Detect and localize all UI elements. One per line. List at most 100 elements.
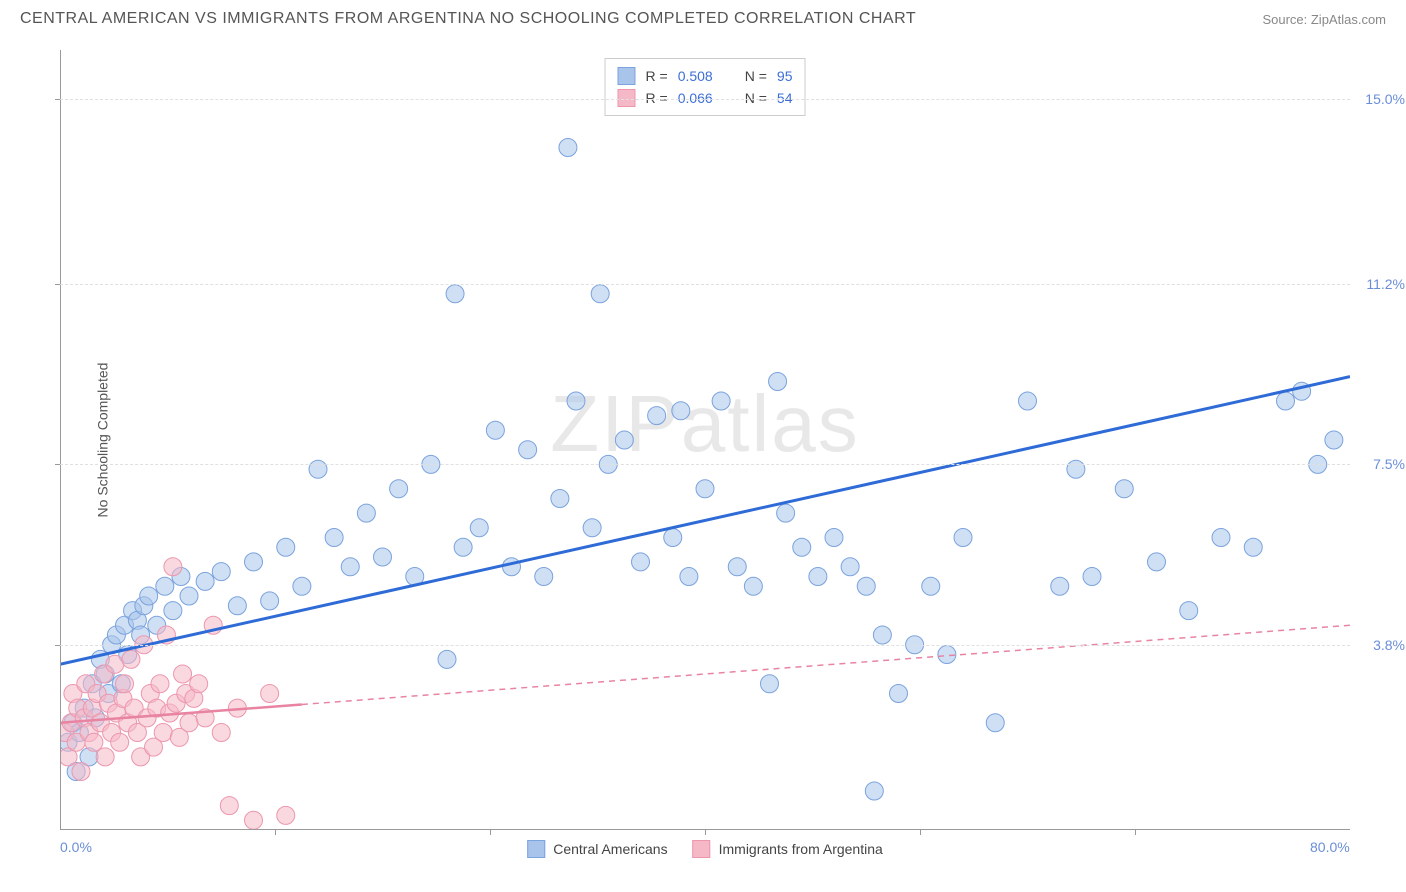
- data-point: [325, 529, 343, 547]
- data-point: [841, 558, 859, 576]
- data-point: [865, 782, 883, 800]
- data-point: [180, 587, 198, 605]
- y-axis-tick: [55, 99, 60, 100]
- data-point: [245, 811, 263, 829]
- x-axis-tick: [1135, 830, 1136, 835]
- data-point: [106, 655, 124, 673]
- data-point: [357, 504, 375, 522]
- legend-stats: R =0.508N =95R =0.066N =54: [605, 58, 806, 116]
- data-point: [96, 748, 114, 766]
- legend-series-item: Central Americans: [527, 840, 667, 858]
- data-point: [277, 806, 295, 824]
- data-point: [890, 685, 908, 703]
- data-point: [648, 407, 666, 425]
- data-point: [672, 402, 690, 420]
- data-point: [591, 285, 609, 303]
- x-axis-tick: [490, 830, 491, 835]
- data-point: [696, 480, 714, 498]
- data-point: [873, 626, 891, 644]
- x-axis-tick: [920, 830, 921, 835]
- data-point: [825, 529, 843, 547]
- n-value: 95: [777, 68, 793, 84]
- data-point: [390, 480, 408, 498]
- data-point: [293, 577, 311, 595]
- data-point: [220, 797, 238, 815]
- data-point: [922, 577, 940, 595]
- data-point: [261, 685, 279, 703]
- data-point: [446, 285, 464, 303]
- data-point: [503, 558, 521, 576]
- data-point: [85, 733, 103, 751]
- data-point: [1180, 602, 1198, 620]
- y-axis-line: [60, 50, 61, 830]
- y-axis-tick: [55, 464, 60, 465]
- legend-series-label: Immigrants from Argentina: [719, 841, 883, 857]
- data-point: [140, 587, 158, 605]
- data-point: [156, 577, 174, 595]
- y-tick-label: 11.2%: [1366, 276, 1405, 292]
- x-axis-tick: [705, 830, 706, 835]
- data-point: [583, 519, 601, 537]
- data-point: [164, 602, 182, 620]
- y-axis-tick: [55, 284, 60, 285]
- data-point: [809, 568, 827, 586]
- data-point: [245, 553, 263, 571]
- data-point: [1212, 529, 1230, 547]
- data-point: [761, 675, 779, 693]
- legend-series: Central Americans Immigrants from Argenti…: [527, 840, 883, 858]
- data-point: [519, 441, 537, 459]
- grid-line: [60, 645, 1350, 646]
- data-point: [486, 421, 504, 439]
- data-point: [1148, 553, 1166, 571]
- data-point: [728, 558, 746, 576]
- chart-title: CENTRAL AMERICAN VS IMMIGRANTS FROM ARGE…: [20, 10, 916, 28]
- legend-swatch: [618, 67, 636, 85]
- trend-line-extension: [302, 625, 1350, 704]
- data-point: [664, 529, 682, 547]
- grid-line: [60, 284, 1350, 285]
- data-point: [72, 763, 90, 781]
- legend-series-item: Immigrants from Argentina: [693, 840, 883, 858]
- data-point: [151, 675, 169, 693]
- data-point: [341, 558, 359, 576]
- trend-line: [60, 377, 1350, 665]
- data-point: [1325, 431, 1343, 449]
- data-point: [986, 714, 1004, 732]
- legend-swatch: [693, 840, 711, 858]
- data-point: [1019, 392, 1037, 410]
- title-bar: CENTRAL AMERICAN VS IMMIGRANTS FROM ARGE…: [0, 0, 1406, 33]
- source-attribution: Source: ZipAtlas.com: [1262, 12, 1386, 27]
- data-point: [154, 724, 172, 742]
- data-point: [111, 733, 129, 751]
- legend-stat-row: R =0.508N =95: [618, 65, 793, 87]
- y-tick-label: 3.8%: [1373, 637, 1405, 653]
- data-point: [954, 529, 972, 547]
- data-point: [1083, 568, 1101, 586]
- r-label: R =: [646, 68, 668, 84]
- data-point: [164, 558, 182, 576]
- data-point: [212, 563, 230, 581]
- data-point: [744, 577, 762, 595]
- data-point: [122, 650, 140, 668]
- data-point: [438, 650, 456, 668]
- x-axis-tick: [275, 830, 276, 835]
- data-point: [857, 577, 875, 595]
- data-point: [1244, 538, 1262, 556]
- y-tick-label: 7.5%: [1373, 456, 1405, 472]
- grid-line: [60, 464, 1350, 465]
- n-label: N =: [745, 68, 767, 84]
- chart-area: No Schooling Completed ZIPatlas R =0.508…: [60, 50, 1350, 830]
- data-point: [116, 675, 134, 693]
- x-tick-label: 80.0%: [1310, 839, 1350, 855]
- data-point: [261, 592, 279, 610]
- data-point: [777, 504, 795, 522]
- data-point: [535, 568, 553, 586]
- data-point: [190, 675, 208, 693]
- data-point: [559, 139, 577, 157]
- data-point: [277, 538, 295, 556]
- data-point: [454, 538, 472, 556]
- data-point: [309, 460, 327, 478]
- data-point: [180, 714, 198, 732]
- grid-line: [60, 99, 1350, 100]
- data-point: [196, 572, 214, 590]
